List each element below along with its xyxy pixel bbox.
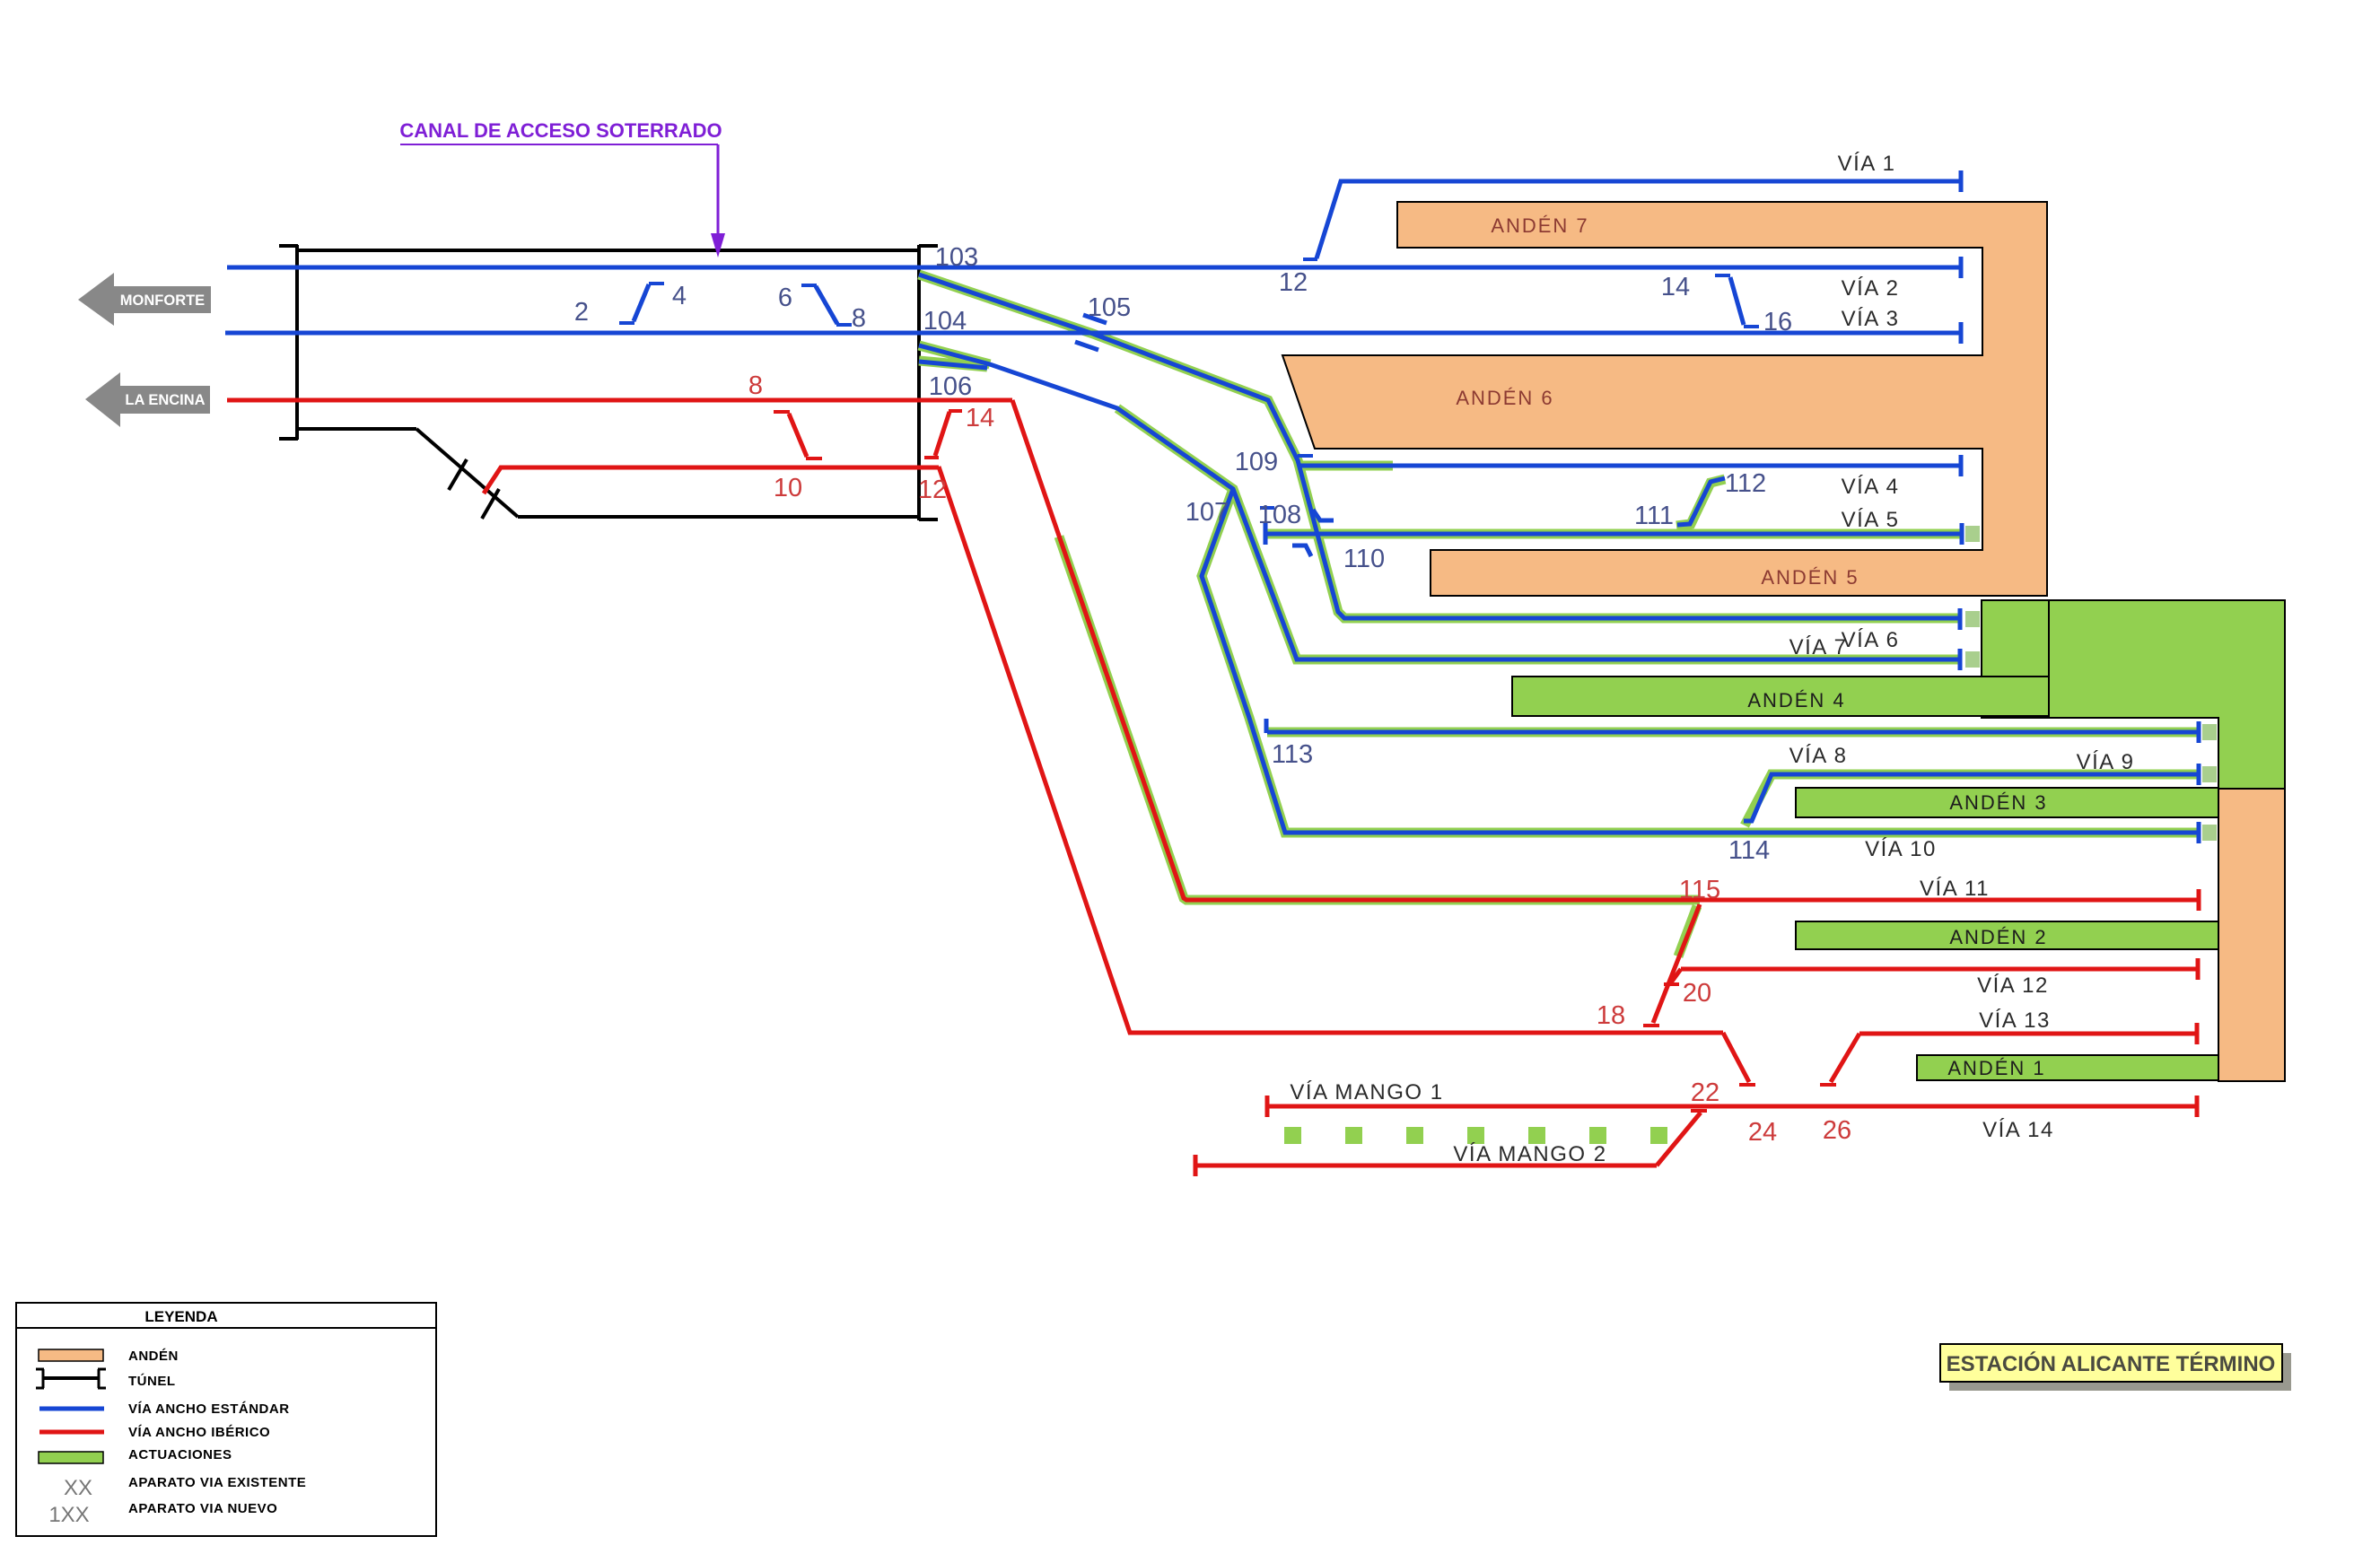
svg-text:8: 8 — [852, 304, 866, 333]
svg-text:115: 115 — [1679, 876, 1720, 904]
svg-text:VÍA ANCHO ESTÁNDAR: VÍA ANCHO ESTÁNDAR — [128, 1401, 290, 1417]
svg-text:ANDÉN: ANDÉN — [128, 1349, 179, 1364]
svg-text:109: 109 — [1235, 448, 1278, 476]
svg-text:ACTUACIONES: ACTUACIONES — [128, 1447, 232, 1462]
svg-text:106: 106 — [929, 372, 972, 401]
svg-text:8: 8 — [748, 371, 763, 400]
svg-text:APARATO VIA EXISTENTE: APARATO VIA EXISTENTE — [128, 1475, 306, 1490]
svg-text:ANDÉN 4: ANDÉN 4 — [1747, 689, 1845, 712]
svg-text:XX: XX — [64, 1476, 92, 1500]
svg-text:VÍA 14: VÍA 14 — [1982, 1118, 2054, 1142]
svg-text:2: 2 — [574, 298, 589, 327]
svg-text:LA ENCINA: LA ENCINA — [125, 392, 205, 408]
svg-text:VÍA 5: VÍA 5 — [1842, 508, 1900, 532]
svg-text:18: 18 — [1597, 1001, 1625, 1030]
svg-text:111: 111 — [1634, 502, 1674, 530]
svg-text:VÍA 8: VÍA 8 — [1789, 744, 1848, 768]
svg-text:114: 114 — [1728, 836, 1770, 865]
svg-text:TÚNEL: TÚNEL — [128, 1373, 176, 1389]
svg-text:VÍA 2: VÍA 2 — [1842, 276, 1900, 301]
svg-text:ANDÉN 1: ANDÉN 1 — [1947, 1057, 2045, 1079]
svg-text:MONFORTE: MONFORTE — [120, 292, 205, 309]
svg-text:16: 16 — [1763, 308, 1792, 336]
svg-text:4: 4 — [672, 282, 687, 310]
svg-text:12: 12 — [918, 476, 947, 504]
svg-text:LEYENDA: LEYENDA — [144, 1308, 217, 1325]
svg-text:VÍA 4: VÍA 4 — [1842, 475, 1900, 499]
svg-text:VÍA 3: VÍA 3 — [1842, 307, 1900, 331]
svg-text:ESTACIÓN ALICANTE TÉRMINO: ESTACIÓN ALICANTE TÉRMINO — [1947, 1351, 2276, 1376]
svg-text:VÍA 1: VÍA 1 — [1838, 152, 1896, 176]
svg-text:103: 103 — [935, 243, 978, 272]
svg-text:14: 14 — [1661, 273, 1690, 301]
svg-text:112: 112 — [1725, 469, 1766, 498]
svg-text:VÍA 7: VÍA 7 — [1789, 635, 1848, 659]
svg-text:VÍA MANGO 1: VÍA MANGO 1 — [1290, 1080, 1443, 1104]
svg-text:VÍA 11: VÍA 11 — [1920, 877, 1990, 901]
svg-text:ANDÉN 6: ANDÉN 6 — [1456, 387, 1553, 409]
svg-text:ANDÉN 2: ANDÉN 2 — [1949, 926, 2047, 948]
svg-text:VÍA 12: VÍA 12 — [1977, 973, 2049, 998]
svg-text:107: 107 — [1186, 498, 1229, 527]
svg-text:ANDÉN 5: ANDÉN 5 — [1761, 566, 1859, 589]
svg-text:CANAL DE ACCESO SOTERRADO: CANAL DE ACCESO SOTERRADO — [399, 119, 722, 142]
svg-text:1XX: 1XX — [48, 1503, 89, 1527]
svg-text:ANDÉN 3: ANDÉN 3 — [1949, 791, 2047, 814]
svg-text:12: 12 — [1279, 268, 1308, 297]
svg-text:ANDÉN 7: ANDÉN 7 — [1491, 214, 1588, 237]
svg-text:VÍA 9: VÍA 9 — [2077, 750, 2135, 774]
svg-text:108: 108 — [1258, 501, 1301, 529]
svg-text:VÍA 10: VÍA 10 — [1865, 837, 1937, 861]
svg-text:VÍA MANGO 2: VÍA MANGO 2 — [1453, 1142, 1606, 1166]
svg-text:VÍA ANCHO IBÉRICO: VÍA ANCHO IBÉRICO — [128, 1425, 270, 1440]
svg-text:105: 105 — [1088, 293, 1131, 322]
svg-text:110: 110 — [1343, 545, 1385, 573]
svg-text:APARATO VIA NUEVO: APARATO VIA NUEVO — [128, 1501, 277, 1516]
svg-text:104: 104 — [923, 307, 967, 336]
svg-text:22: 22 — [1691, 1078, 1719, 1107]
svg-text:10: 10 — [774, 474, 802, 502]
svg-text:6: 6 — [778, 284, 792, 312]
svg-text:26: 26 — [1823, 1116, 1851, 1145]
svg-text:VÍA 13: VÍA 13 — [1979, 1008, 2051, 1033]
svg-text:20: 20 — [1683, 979, 1711, 1008]
svg-text:24: 24 — [1748, 1118, 1777, 1147]
svg-text:113: 113 — [1272, 740, 1313, 769]
svg-text:VÍA 6: VÍA 6 — [1842, 628, 1900, 652]
svg-text:14: 14 — [966, 404, 994, 432]
